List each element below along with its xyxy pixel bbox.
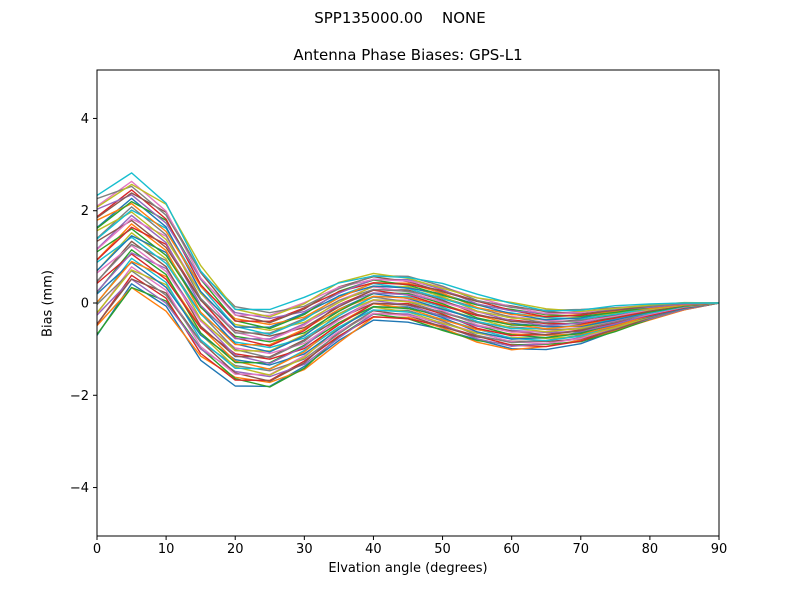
bias-curve — [97, 194, 719, 320]
bias-curve — [97, 244, 719, 355]
x-tick-label: 70 — [573, 542, 590, 557]
bias-curve — [97, 286, 719, 384]
y-tick-label: −2 — [70, 389, 89, 404]
y-axis-label: Bias (mm) — [40, 270, 56, 337]
bias-curve — [97, 228, 719, 343]
figure-suptitle: SPP135000.00 NONE — [314, 9, 486, 27]
x-tick-label: 30 — [296, 542, 313, 557]
y-tick-label: −4 — [70, 481, 89, 496]
bias-curve — [97, 172, 719, 312]
bias-curve — [97, 278, 719, 378]
bias-curve — [97, 211, 719, 331]
x-tick-label: 10 — [158, 542, 175, 557]
y-tick-label: 0 — [81, 297, 89, 312]
y-tick-label: 2 — [81, 204, 89, 219]
bias-curves — [97, 172, 719, 388]
x-tick-label: 60 — [503, 542, 520, 557]
bias-curve — [97, 253, 719, 360]
x-tick-label: 40 — [365, 542, 382, 557]
x-tick-label: 90 — [711, 542, 728, 557]
x-tick-label: 0 — [93, 542, 101, 557]
bias-curve — [97, 261, 719, 366]
axes-title: Antenna Phase Biases: GPS-L1 — [293, 46, 523, 64]
bias-curve — [97, 219, 719, 337]
y-tick-label: 4 — [81, 112, 89, 127]
x-tick-label: 20 — [227, 542, 244, 557]
bias-curve — [97, 185, 719, 314]
bias-curve — [97, 202, 719, 326]
x-axis-label: Elvation angle (degrees) — [328, 561, 488, 576]
x-tick-label: 80 — [642, 542, 659, 557]
bias-curve — [97, 236, 719, 349]
x-tick-label: 50 — [434, 542, 451, 557]
bias-curve — [97, 270, 719, 372]
